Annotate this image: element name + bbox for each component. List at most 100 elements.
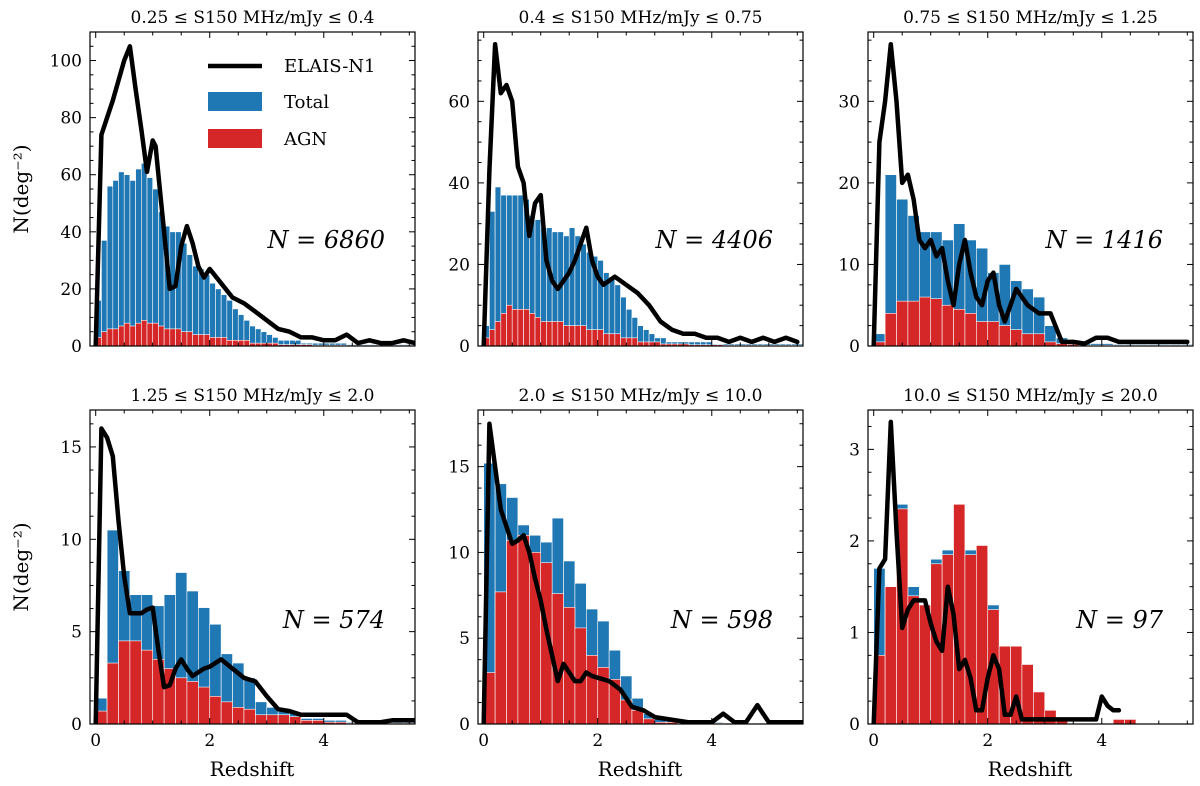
agn-bar — [1033, 333, 1046, 346]
total-bar — [129, 180, 136, 346]
plot-area — [871, 41, 1193, 346]
y-tick-label: 5 — [71, 623, 82, 643]
plot-area — [93, 44, 415, 346]
agn-bar — [884, 586, 897, 724]
y-tick-label: 20 — [60, 280, 82, 300]
total-bar — [135, 168, 142, 346]
y-tick-label: 0 — [459, 337, 470, 357]
chart-panel: 0 2 4 0 5 10 15 2.0 ≤ S150 MHz/mJy ≤ 10.0 N = 59… — [448, 386, 804, 751]
elais-n1-line — [481, 421, 803, 724]
x-tick-label: 0 — [868, 731, 879, 751]
agn-bar — [141, 649, 154, 724]
agn-bar — [1044, 709, 1057, 724]
agn-bar — [597, 329, 604, 346]
agn-bar — [158, 325, 165, 346]
panel-title: 2.0 ≤ S150 MHz/mJy ≤ 10.0 — [519, 386, 763, 406]
agn-bar — [129, 640, 142, 724]
plot-area — [871, 419, 1137, 724]
y-tick-label: 20 — [448, 255, 470, 275]
agn-bar — [546, 321, 553, 346]
total-bar — [180, 242, 188, 346]
agn-bar — [597, 667, 610, 724]
agn-bar — [101, 331, 108, 346]
chart-panel: 0 10 20 30 0.75 ≤ S150 MHz/mJy ≤ 1.25 N = 141… — [838, 8, 1194, 357]
agn-bar — [919, 296, 932, 346]
count-annotation: N = 97 — [1075, 606, 1164, 634]
agn-bar — [494, 591, 507, 724]
x-tick-label: 4 — [318, 731, 329, 751]
agn-bar — [884, 313, 897, 346]
x-axis-label: Redshift — [598, 757, 683, 781]
x-tick-label: 2 — [982, 731, 993, 751]
panel-frame — [477, 31, 804, 347]
panel-frame — [89, 409, 416, 725]
total-bar — [101, 240, 108, 346]
agn-bar — [198, 686, 211, 724]
y-tick-label: 3 — [849, 440, 860, 460]
agn-bar — [608, 333, 616, 346]
agn-bar — [489, 329, 496, 346]
agn-bar — [232, 339, 239, 346]
y-axis-label: N(deg⁻²) — [9, 144, 33, 233]
y-tick-label: 15 — [448, 458, 470, 478]
agn-bar — [643, 718, 656, 724]
agn-bar — [540, 321, 547, 346]
y-tick-label: 0 — [71, 337, 82, 357]
y-tick-label: 0 — [459, 715, 470, 735]
agn-bar — [203, 334, 211, 346]
plot-area — [93, 426, 415, 724]
panel-frame — [477, 409, 804, 725]
y-tick-label: 20 — [838, 174, 860, 194]
agn-bar — [930, 298, 943, 346]
y-tick-label: 10 — [448, 543, 470, 563]
agn-bar — [163, 328, 171, 346]
agn-bar — [146, 322, 154, 346]
agn-bar — [648, 341, 656, 346]
agn-bar — [215, 337, 222, 346]
agn-bar — [964, 313, 977, 346]
agn-bar — [907, 300, 920, 346]
agn-bar — [976, 321, 989, 346]
legend-label: ELAIS-N1 — [284, 56, 375, 77]
elais-n1-line — [93, 426, 415, 724]
agn-bar — [186, 331, 193, 346]
agn-bar — [523, 308, 530, 346]
x-axis-label: Redshift — [210, 757, 295, 781]
chart-panel: 0 20 40 60 0.4 ≤ S150 MHz/mJy ≤ 0.75 N = 4406 — [448, 8, 804, 357]
total-bar — [152, 188, 159, 346]
y-tick-label: 40 — [60, 223, 82, 243]
agn-bar — [551, 321, 559, 346]
agn-bar — [1112, 719, 1125, 724]
agn-bar — [243, 708, 256, 724]
agn-bar — [169, 328, 176, 346]
plot-area — [481, 41, 803, 346]
agn-bar — [255, 714, 268, 724]
total-bar — [141, 163, 148, 346]
x-tick-label: 0 — [90, 731, 101, 751]
agn-bar — [998, 325, 1011, 346]
agn-bar — [1021, 664, 1034, 724]
chart-panel: 0 2 4 0 5 10 15 1.25 ≤ S150 MHz/mJy ≤ 2.0 N = 57… — [60, 386, 416, 751]
elais-n1-line — [93, 44, 415, 346]
total-bar — [1033, 296, 1046, 346]
agn-bar — [106, 328, 114, 346]
agn-bar — [266, 714, 279, 724]
plot-area — [481, 421, 803, 724]
count-annotation: N = 574 — [282, 606, 385, 634]
agn-bar — [511, 308, 519, 346]
x-tick-label: 4 — [1096, 731, 1107, 751]
agn-bar — [987, 321, 1000, 346]
agn-bar — [152, 322, 159, 346]
agn-bar — [1021, 333, 1034, 346]
agn-bar — [631, 337, 638, 346]
agn-bar — [896, 300, 909, 346]
agn-bar — [941, 304, 954, 346]
agn-bar — [517, 308, 524, 346]
count-annotation: N = 598 — [670, 606, 773, 634]
agn-bar — [112, 328, 119, 346]
agn-bar — [118, 325, 125, 346]
agn-bar — [953, 308, 966, 346]
panel-title: 10.0 ≤ S150 MHz/mJy ≤ 20.0 — [903, 386, 1158, 406]
y-tick-label: 10 — [60, 530, 82, 550]
panel-title: 0.75 ≤ S150 MHz/mJy ≤ 1.25 — [903, 8, 1158, 28]
